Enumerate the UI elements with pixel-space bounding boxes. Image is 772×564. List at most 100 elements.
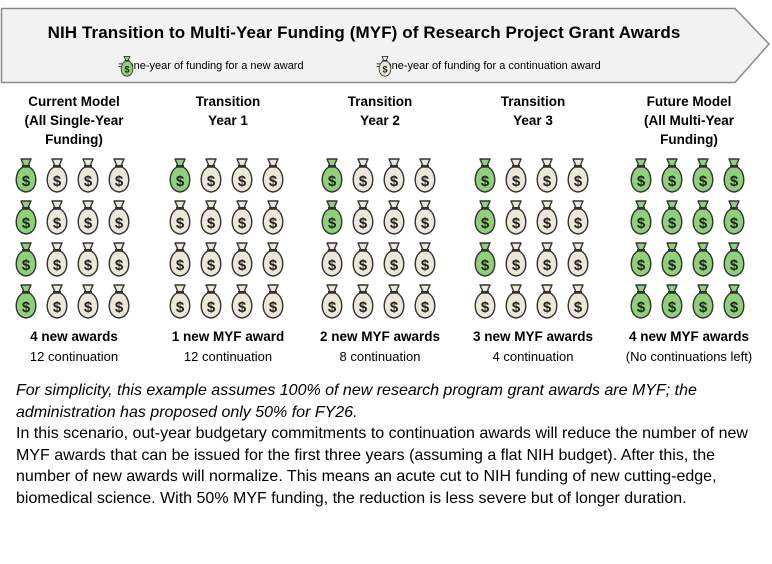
title-banner: NIH Transition to Multi-Year Funding (MY… bbox=[0, 0, 772, 86]
new-awards-count: 1 new MYF award bbox=[171, 329, 285, 344]
money-bag-new-icon: $ bbox=[15, 158, 37, 193]
svg-text:$: $ bbox=[512, 215, 521, 232]
money-bag-new-icon: $ bbox=[321, 200, 343, 235]
continuation-award-bag: $ bbox=[258, 239, 288, 281]
svg-text:$: $ bbox=[637, 257, 646, 274]
money-bag-continuation-icon: $ bbox=[414, 158, 436, 193]
svg-text:$: $ bbox=[238, 215, 247, 232]
svg-text:$: $ bbox=[637, 215, 646, 232]
svg-text:$: $ bbox=[390, 299, 399, 316]
money-bag-continuation-icon: $ bbox=[108, 284, 130, 319]
money-bag-continuation-icon: $ bbox=[505, 284, 527, 319]
svg-text:$: $ bbox=[176, 173, 185, 190]
money-bag-new-icon: $ bbox=[692, 158, 714, 193]
continuation-award-bag: $ bbox=[73, 281, 103, 323]
continuation-award-bag: $ bbox=[227, 239, 257, 281]
svg-text:$: $ bbox=[637, 173, 646, 190]
continuation-award-bag: $ bbox=[73, 239, 103, 281]
money-bag-continuation-icon: $ bbox=[505, 200, 527, 235]
column-transition-year-3: Transition Year 3 $ $ $ $ $ $ $ $ $ $ $ $ $ $ $ $ 3 new… bbox=[458, 92, 608, 364]
continuation-count: 12 continuation bbox=[183, 349, 273, 364]
svg-text:$: $ bbox=[390, 173, 399, 190]
svg-text:$: $ bbox=[359, 173, 368, 190]
svg-text:$: $ bbox=[53, 257, 62, 274]
money-bag-new-icon: $ bbox=[15, 200, 37, 235]
money-bag-new-icon: $ bbox=[474, 158, 496, 193]
new-award-bag: $ bbox=[688, 281, 718, 323]
continuation-award-bag: $ bbox=[258, 281, 288, 323]
svg-text:$: $ bbox=[421, 299, 430, 316]
svg-text:$: $ bbox=[543, 215, 552, 232]
continuation-award-bag: $ bbox=[104, 155, 134, 197]
svg-text:$: $ bbox=[84, 257, 93, 274]
new-award-bag: $ bbox=[317, 197, 347, 239]
continuation-award-bag: $ bbox=[165, 197, 195, 239]
continuation-award-bag: $ bbox=[348, 239, 378, 281]
continuation-award-bag: $ bbox=[227, 155, 257, 197]
svg-text:$: $ bbox=[699, 299, 708, 316]
continuation-award-bag: $ bbox=[348, 155, 378, 197]
money-bag-continuation-icon: $ bbox=[169, 200, 191, 235]
continuation-award-bag: $ bbox=[532, 239, 562, 281]
money-bag-continuation-icon: $ bbox=[567, 284, 589, 319]
money-bag-new-icon: $ bbox=[630, 284, 652, 319]
legend-continuation-award: $ = one-year of funding for a continuati… bbox=[376, 54, 601, 78]
money-bag-grid: $ $ $ $ $ $ $ $ $ $ $ $ $ $ $ $ bbox=[11, 155, 135, 323]
money-bag-continuation-icon: $ bbox=[262, 242, 284, 277]
svg-text:$: $ bbox=[421, 215, 430, 232]
money-bag-continuation-icon: $ bbox=[383, 242, 405, 277]
new-award-bag: $ bbox=[470, 155, 500, 197]
svg-text:$: $ bbox=[699, 257, 708, 274]
money-bag-continuation-icon: $ bbox=[321, 284, 343, 319]
new-award-bag: $ bbox=[688, 155, 718, 197]
money-bag-continuation-icon: $ bbox=[262, 158, 284, 193]
money-bag-grid: $ $ $ $ $ $ $ $ $ $ $ $ $ $ $ $ bbox=[317, 155, 441, 323]
new-award-bag: $ bbox=[11, 155, 41, 197]
svg-text:$: $ bbox=[574, 173, 583, 190]
new-award-bag: $ bbox=[317, 155, 347, 197]
money-bag-continuation-icon: $ bbox=[200, 284, 222, 319]
svg-text:$: $ bbox=[328, 257, 337, 274]
svg-text:$: $ bbox=[668, 215, 677, 232]
svg-text:$: $ bbox=[115, 173, 124, 190]
svg-text:$: $ bbox=[207, 215, 216, 232]
money-bag-new-icon: $ bbox=[692, 200, 714, 235]
svg-text:$: $ bbox=[668, 299, 677, 316]
svg-text:$: $ bbox=[481, 299, 490, 316]
money-bag-continuation-icon: $ bbox=[414, 200, 436, 235]
continuation-award-bag: $ bbox=[196, 197, 226, 239]
continuation-award-bag: $ bbox=[501, 155, 531, 197]
money-bag-new-icon: $ bbox=[630, 158, 652, 193]
svg-text:$: $ bbox=[574, 299, 583, 316]
column-current-model: Current Model (All Single-Year Funding) … bbox=[0, 92, 149, 364]
continuation-award-bag: $ bbox=[532, 281, 562, 323]
continuation-award-bag: $ bbox=[317, 239, 347, 281]
continuation-award-bag: $ bbox=[501, 281, 531, 323]
money-bag-continuation-icon: $ bbox=[505, 242, 527, 277]
continuation-award-bag: $ bbox=[379, 239, 409, 281]
continuation-award-bag: $ bbox=[258, 155, 288, 197]
new-award-bag: $ bbox=[470, 239, 500, 281]
continuation-award-bag: $ bbox=[563, 197, 593, 239]
continuation-award-bag: $ bbox=[563, 155, 593, 197]
continuation-award-bag: $ bbox=[196, 281, 226, 323]
new-award-bag: $ bbox=[657, 197, 687, 239]
money-bag-continuation-icon: $ bbox=[414, 242, 436, 277]
continuation-award-bag: $ bbox=[196, 239, 226, 281]
svg-text:$: $ bbox=[328, 299, 337, 316]
continuation-count: 4 continuation bbox=[492, 349, 574, 364]
money-bag-continuation-icon: $ bbox=[108, 158, 130, 193]
money-bag-continuation-icon: $ bbox=[474, 284, 496, 319]
svg-text:$: $ bbox=[238, 173, 247, 190]
money-bag-continuation-icon: $ bbox=[108, 242, 130, 277]
continuation-award-bag: $ bbox=[501, 239, 531, 281]
money-bag-continuation-icon: $ bbox=[567, 200, 589, 235]
continuation-award-bag: $ bbox=[379, 197, 409, 239]
svg-text:$: $ bbox=[115, 299, 124, 316]
continuation-count: (No continuations left) bbox=[625, 349, 753, 364]
money-bag-grid: $ $ $ $ $ $ $ $ $ $ $ $ $ $ $ $ bbox=[470, 155, 594, 323]
svg-text:$: $ bbox=[481, 257, 490, 274]
money-bag-continuation-icon: $ bbox=[536, 242, 558, 277]
money-bag-continuation-icon: $ bbox=[352, 242, 374, 277]
money-bag-continuation-icon: $ bbox=[352, 284, 374, 319]
